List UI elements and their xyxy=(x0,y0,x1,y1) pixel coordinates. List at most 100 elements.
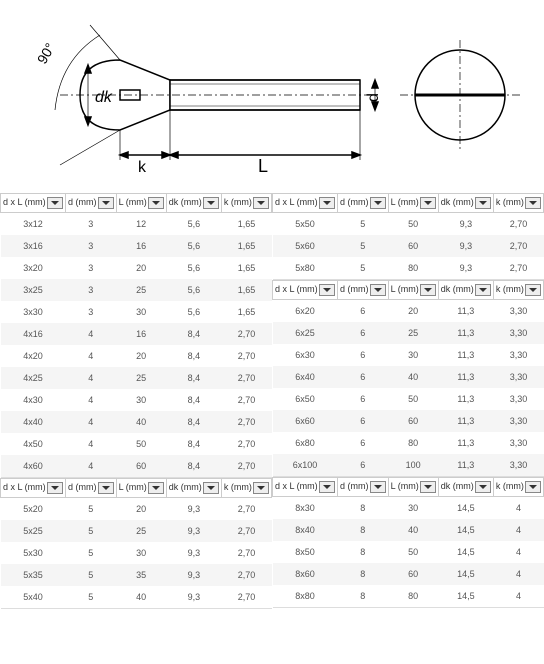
dropdown-icon[interactable] xyxy=(475,284,491,296)
cell: 30 xyxy=(116,542,166,564)
col-header[interactable]: L (mm) xyxy=(116,479,166,498)
dropdown-icon[interactable] xyxy=(98,482,114,494)
dropdown-icon[interactable] xyxy=(475,481,491,493)
cell: 8 xyxy=(338,563,389,585)
cell: 100 xyxy=(388,454,438,477)
dropdown-icon[interactable] xyxy=(98,197,114,209)
cell: 6x30 xyxy=(273,344,338,366)
cell: 40 xyxy=(116,411,166,433)
dk-label: dk xyxy=(95,89,113,106)
cell: 5x50 xyxy=(273,213,338,236)
dropdown-icon[interactable] xyxy=(148,482,164,494)
cell: 6 xyxy=(338,366,389,388)
dropdown-icon[interactable] xyxy=(420,197,436,209)
col-header[interactable]: k (mm) xyxy=(493,194,543,213)
dropdown-icon[interactable] xyxy=(148,197,164,209)
cell: 6x20 xyxy=(273,300,338,323)
dropdown-icon[interactable] xyxy=(525,481,541,493)
dropdown-icon[interactable] xyxy=(47,197,63,209)
cell: 5 xyxy=(66,542,117,564)
col-header[interactable]: d (mm) xyxy=(338,478,389,497)
dropdown-icon[interactable] xyxy=(203,482,219,494)
col-header[interactable]: d (mm) xyxy=(338,281,389,300)
cell: 9,3 xyxy=(166,586,221,609)
col-header[interactable]: d x L (mm) xyxy=(1,479,66,498)
dropdown-icon[interactable] xyxy=(203,197,219,209)
col-header[interactable]: k (mm) xyxy=(221,479,271,498)
cell: 80 xyxy=(388,585,438,608)
cell: 3x30 xyxy=(1,301,66,323)
dropdown-icon[interactable] xyxy=(47,482,63,494)
col-header[interactable]: d (mm) xyxy=(338,194,389,213)
col-header[interactable]: L (mm) xyxy=(388,194,438,213)
col-header[interactable]: d x L (mm) xyxy=(273,281,338,300)
dropdown-icon[interactable] xyxy=(525,284,541,296)
dropdown-icon[interactable] xyxy=(370,481,386,493)
col-header[interactable]: d x L (mm) xyxy=(273,478,338,497)
table-row: 5x605609,32,70 xyxy=(273,235,544,257)
dropdown-icon[interactable] xyxy=(319,197,335,209)
cell: 14,5 xyxy=(438,541,493,563)
cell: 9,3 xyxy=(166,564,221,586)
cell: 4x60 xyxy=(1,455,66,478)
dropdown-icon[interactable] xyxy=(319,284,335,296)
col-header[interactable]: dk (mm) xyxy=(438,194,493,213)
col-header[interactable]: dk (mm) xyxy=(438,281,493,300)
dropdown-icon[interactable] xyxy=(370,197,386,209)
cell: 4 xyxy=(66,367,117,389)
cell: 14,5 xyxy=(438,563,493,585)
col-header[interactable]: L (mm) xyxy=(388,281,438,300)
cell: 6 xyxy=(338,454,389,477)
dropdown-icon[interactable] xyxy=(370,284,386,296)
col-header[interactable]: d x L (mm) xyxy=(273,194,338,213)
cell: 3x12 xyxy=(1,213,66,236)
cell: 16 xyxy=(116,235,166,257)
cell: 11,3 xyxy=(438,454,493,477)
cell: 6 xyxy=(338,344,389,366)
col-header[interactable]: d (mm) xyxy=(66,479,117,498)
dropdown-icon[interactable] xyxy=(420,481,436,493)
cell: 30 xyxy=(116,301,166,323)
cell: 25 xyxy=(116,520,166,542)
cell: 4 xyxy=(493,541,543,563)
cell: 8 xyxy=(338,519,389,541)
cell: 4 xyxy=(66,433,117,455)
cell: 6x80 xyxy=(273,432,338,454)
cell: 5x20 xyxy=(1,498,66,521)
dropdown-icon[interactable] xyxy=(525,197,541,209)
cell: 20 xyxy=(116,257,166,279)
cell: 2,70 xyxy=(221,389,271,411)
dropdown-icon[interactable] xyxy=(319,481,335,493)
cell: 12 xyxy=(116,213,166,236)
cell: 9,3 xyxy=(166,520,221,542)
cell: 1,65 xyxy=(221,279,271,301)
dropdown-icon[interactable] xyxy=(253,197,269,209)
cell: 6 xyxy=(338,388,389,410)
cell: 60 xyxy=(388,235,438,257)
cell: 5x35 xyxy=(1,564,66,586)
dropdown-icon[interactable] xyxy=(475,197,491,209)
table-row: 4x254258,42,70 xyxy=(1,367,272,389)
col-header[interactable]: d (mm) xyxy=(66,194,117,213)
col-header[interactable]: d x L (mm) xyxy=(1,194,66,213)
table-row: 8x3083014,54 xyxy=(273,497,544,520)
col-header[interactable]: dk (mm) xyxy=(166,194,221,213)
table-row: 3x303305,61,65 xyxy=(1,301,272,323)
col-header[interactable]: dk (mm) xyxy=(438,478,493,497)
col-header[interactable]: L (mm) xyxy=(116,194,166,213)
col-header[interactable]: k (mm) xyxy=(221,194,271,213)
col-header[interactable]: k (mm) xyxy=(493,281,543,300)
screw-diagram: 90° dk k L d xyxy=(0,0,544,193)
cell: 4 xyxy=(66,345,117,367)
dropdown-icon[interactable] xyxy=(420,284,436,296)
cell: 3x16 xyxy=(1,235,66,257)
col-header[interactable]: L (mm) xyxy=(388,478,438,497)
cell: 6 xyxy=(338,432,389,454)
cell: 14,5 xyxy=(438,585,493,608)
col-header[interactable]: dk (mm) xyxy=(166,479,221,498)
table-row: 6x2062011,33,30 xyxy=(273,300,544,323)
table-row: 6x3063011,33,30 xyxy=(273,344,544,366)
dropdown-icon[interactable] xyxy=(253,482,269,494)
col-header[interactable]: k (mm) xyxy=(493,478,543,497)
cell: 11,3 xyxy=(438,432,493,454)
